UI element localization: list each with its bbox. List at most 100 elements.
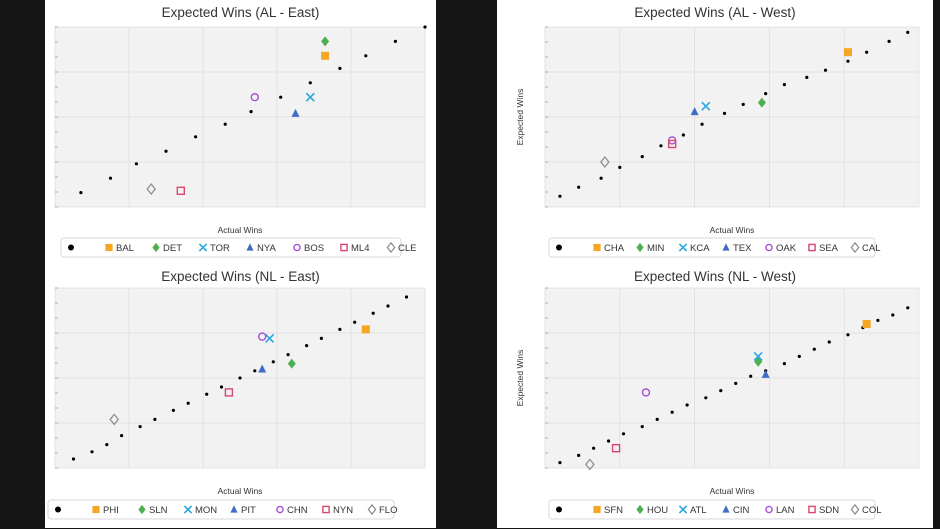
- trend-point: [71, 457, 76, 461]
- legend-marker-hou: [636, 504, 644, 515]
- series-sea: [667, 139, 677, 149]
- chart-svg: Expected Wins (NL - West) Actual Wins Expe…: [515, 269, 920, 520]
- series-flo: [109, 413, 120, 426]
- trend-point: [164, 149, 168, 153]
- data-point-nyn: [224, 388, 234, 397]
- series-nya: [291, 108, 300, 117]
- trend-point: [670, 410, 674, 414]
- trend-point: [138, 425, 142, 429]
- trend-point: [364, 54, 368, 58]
- series-hou: [754, 356, 763, 367]
- legend-marker-trend: [556, 506, 562, 513]
- legend-label-hou: HOU: [647, 505, 668, 516]
- data-point-cin: [761, 369, 770, 378]
- trend-point: [338, 327, 342, 331]
- series-min: [757, 97, 766, 108]
- legend-label-chn: CHN: [287, 505, 308, 516]
- legend-marker-cha: [593, 243, 601, 252]
- trend-point: [618, 165, 622, 169]
- legend-marker-tor: [198, 243, 208, 252]
- legend-label-tex: TEX: [733, 243, 752, 254]
- series-tor: [305, 92, 315, 102]
- legend-marker-min: [636, 242, 644, 253]
- series-chn: [257, 332, 267, 341]
- trend-point: [577, 453, 581, 457]
- trend-point: [238, 376, 242, 380]
- data-point-sea: [667, 139, 677, 149]
- trend-point: [681, 133, 685, 137]
- legend: BAL DET TOR NYA BOS ML4 CLE: [60, 237, 416, 258]
- legend-marker-cal: [850, 241, 860, 254]
- legend-marker-bal: [105, 243, 113, 252]
- trend-point: [823, 68, 828, 72]
- legend-label-det: DET: [163, 243, 182, 254]
- chart-svg: Expected Wins (AL - East)Actual WinsExpe…: [54, 5, 427, 258]
- trend-point: [253, 369, 257, 373]
- legend-label-kca: KCA: [690, 243, 710, 254]
- data-point-kca: [701, 101, 711, 111]
- legend-marker-phi: [92, 505, 100, 514]
- legend-label-lan: LAN: [776, 505, 795, 516]
- chart-panel-al-east: Expected Wins (AL - East)Actual WinsExpe…: [45, 0, 436, 264]
- chart-title: Expected Wins (NL - East): [161, 269, 320, 284]
- legend-marker-pit: [230, 505, 238, 513]
- trend-point: [621, 432, 626, 436]
- series-cal: [600, 155, 610, 169]
- legend-label-tor: TOR: [210, 243, 230, 254]
- trend-point: [906, 306, 910, 310]
- trend-point: [700, 122, 704, 126]
- trend-point: [846, 333, 850, 337]
- trend-point: [105, 443, 109, 447]
- legend-marker-trend: [556, 244, 562, 251]
- data-point-phi: [361, 325, 370, 334]
- trend-point: [891, 313, 895, 317]
- data-point-bal: [321, 51, 330, 60]
- legend-marker-lan: [765, 505, 773, 514]
- data-point-cle: [146, 182, 157, 196]
- trend-series: [558, 306, 910, 465]
- legend-box: [47, 499, 395, 520]
- trend-point: [423, 25, 427, 29]
- data-point-atl: [753, 351, 763, 361]
- legend-box: [548, 237, 876, 258]
- series-cin: [761, 369, 770, 378]
- grid: [544, 287, 920, 469]
- data-point-cha: [843, 48, 852, 57]
- trend-point: [865, 50, 869, 54]
- series-mon: [265, 333, 275, 343]
- trend-point: [846, 59, 850, 63]
- legend-label-phi: PHI: [103, 505, 119, 516]
- legend-marker-tex: [722, 243, 730, 251]
- chart-title: Expected Wins (AL - East): [162, 5, 320, 20]
- trend-point: [386, 304, 390, 308]
- legend-marker-trend: [68, 244, 74, 251]
- legend-marker-trend: [55, 506, 61, 513]
- legend-marker-nya: [246, 243, 254, 251]
- series-lan: [641, 388, 651, 397]
- legend-label-cin: CIN: [733, 505, 750, 516]
- trend-point: [558, 461, 562, 465]
- legend-marker-cle: [386, 241, 396, 254]
- trend-point: [319, 336, 323, 340]
- trend-point: [194, 135, 198, 139]
- legend-label-sdn: SDN: [819, 505, 839, 516]
- data-point-cal: [600, 155, 610, 169]
- trend-series: [79, 25, 427, 195]
- series-tex: [690, 107, 699, 116]
- legend-label-col: COL: [862, 505, 882, 516]
- series-sln: [287, 358, 296, 369]
- trend-point: [887, 39, 891, 44]
- chart-panel-nl-west: Expected Wins (NL - West) Actual Wins Expe…: [497, 264, 933, 528]
- data-point-bos: [250, 92, 260, 102]
- series-sdn: [611, 443, 621, 453]
- legend-label-sln: SLN: [149, 505, 168, 516]
- series-bal: [321, 51, 330, 60]
- trend-point: [577, 185, 581, 189]
- legend-marker-bos: [293, 243, 301, 252]
- data-point-flo: [109, 413, 120, 426]
- trend-point: [338, 66, 342, 70]
- trend-point: [749, 374, 753, 378]
- trend-point: [659, 144, 663, 148]
- trend-point: [223, 122, 227, 126]
- trend-point: [722, 111, 727, 115]
